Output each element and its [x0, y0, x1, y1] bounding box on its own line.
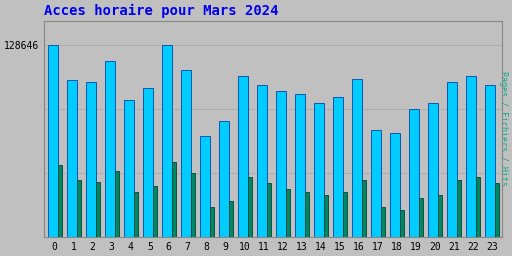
- Bar: [248, 177, 252, 237]
- Bar: [314, 103, 324, 237]
- Bar: [428, 103, 438, 237]
- Bar: [229, 201, 233, 237]
- Bar: [191, 173, 195, 237]
- Bar: [238, 76, 248, 237]
- Bar: [104, 61, 115, 237]
- Bar: [267, 183, 271, 237]
- Bar: [495, 183, 499, 237]
- Text: Acces horaire pour Mars 2024: Acces horaire pour Mars 2024: [44, 4, 279, 18]
- Bar: [333, 97, 343, 237]
- Bar: [134, 192, 138, 237]
- Bar: [257, 85, 267, 237]
- Bar: [86, 82, 96, 237]
- Bar: [305, 192, 309, 237]
- Bar: [67, 80, 77, 237]
- Bar: [153, 186, 157, 237]
- Bar: [343, 192, 347, 237]
- Bar: [295, 94, 305, 237]
- Bar: [172, 163, 176, 237]
- Bar: [162, 45, 172, 237]
- Bar: [438, 195, 442, 237]
- Bar: [143, 88, 153, 237]
- Bar: [48, 45, 58, 237]
- Bar: [77, 180, 81, 237]
- Bar: [115, 172, 119, 237]
- Bar: [419, 198, 423, 237]
- Bar: [485, 85, 495, 237]
- Bar: [181, 70, 191, 237]
- Bar: [286, 189, 290, 237]
- Bar: [219, 121, 229, 237]
- Bar: [96, 182, 100, 237]
- Y-axis label: Pages / Fichiers / Hits: Pages / Fichiers / Hits: [499, 71, 508, 186]
- Bar: [123, 100, 134, 237]
- Bar: [400, 210, 404, 237]
- Bar: [476, 177, 480, 237]
- Bar: [324, 195, 328, 237]
- Bar: [58, 165, 62, 237]
- Bar: [409, 109, 419, 237]
- Bar: [362, 180, 366, 237]
- Bar: [381, 207, 385, 237]
- Bar: [352, 79, 362, 237]
- Bar: [466, 76, 476, 237]
- Bar: [457, 180, 461, 237]
- Bar: [446, 82, 457, 237]
- Bar: [210, 207, 214, 237]
- Bar: [371, 130, 381, 237]
- Bar: [390, 133, 400, 237]
- Bar: [200, 136, 210, 237]
- Bar: [275, 91, 286, 237]
